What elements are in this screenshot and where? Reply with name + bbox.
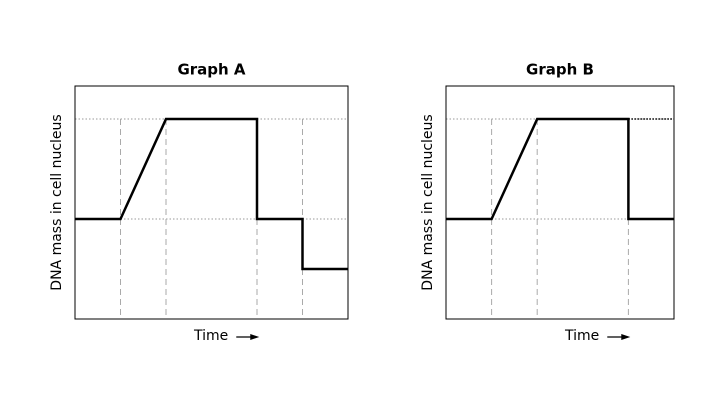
y-axis-label: DNA mass in cell nucleus xyxy=(49,114,65,290)
chart-title: Graph A xyxy=(177,61,245,79)
y-axis-label: DNA mass in cell nucleus xyxy=(420,114,436,290)
x-axis-label: Time xyxy=(564,328,599,344)
x-axis-label: Time xyxy=(193,328,228,344)
chart-title: Graph B xyxy=(526,61,594,79)
plot-frame xyxy=(74,85,349,320)
data-line xyxy=(75,117,348,271)
data-line xyxy=(446,117,674,221)
arrow-head xyxy=(621,334,631,340)
arrow-head xyxy=(250,334,260,340)
plot-frame xyxy=(445,85,675,320)
